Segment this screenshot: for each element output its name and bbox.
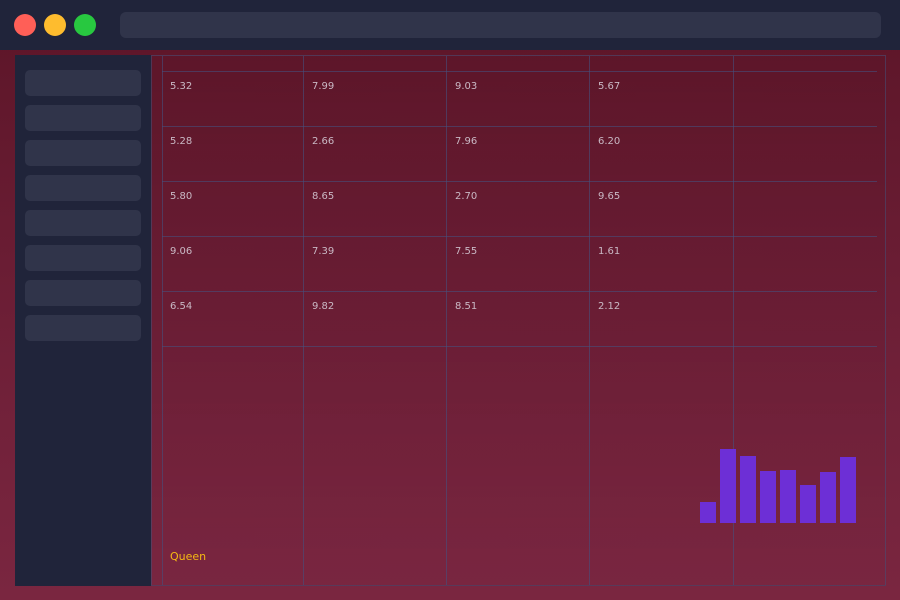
mini-bar-chart <box>700 445 860 523</box>
table-cell: 2.66 <box>312 136 335 147</box>
table-cell: 9.06 <box>170 246 193 257</box>
grid-row-divider <box>162 71 877 72</box>
table-cell: 6.54 <box>170 301 193 312</box>
data-grid-panel: 5.32 7.99 9.03 5.67 5.28 2.66 7.96 6.20 … <box>151 55 886 586</box>
chart-bar <box>780 470 796 523</box>
table-cell: 2.12 <box>598 301 621 312</box>
grid-row-divider <box>162 181 877 182</box>
chart-bar <box>740 456 756 523</box>
maximize-window-button[interactable] <box>74 14 96 36</box>
grid-row-divider <box>162 346 877 347</box>
sidebar-item-7[interactable] <box>25 280 141 306</box>
table-cell: 1.61 <box>598 246 621 257</box>
grid-column-divider <box>162 56 163 585</box>
sidebar-item-4[interactable] <box>25 175 141 201</box>
table-cell: 5.80 <box>170 191 193 202</box>
grid-row-divider <box>162 236 877 237</box>
address-bar[interactable] <box>120 12 881 38</box>
close-window-button[interactable] <box>14 14 36 36</box>
table-cell: 7.96 <box>455 136 478 147</box>
table-cell: 2.70 <box>455 191 478 202</box>
sidebar-item-3[interactable] <box>25 140 141 166</box>
table-cell: 7.55 <box>455 246 478 257</box>
chart-bar <box>700 502 716 523</box>
grid-column-divider <box>733 56 734 585</box>
chart-bar <box>720 449 736 523</box>
table-cell: 9.65 <box>598 191 621 202</box>
sidebar-item-8[interactable] <box>25 315 141 341</box>
chart-bar <box>760 471 776 523</box>
grid-row-divider <box>162 291 877 292</box>
table-cell: 7.99 <box>312 81 335 92</box>
chart-bar <box>800 485 816 523</box>
table-cell: 7.39 <box>312 246 335 257</box>
table-cell: 8.65 <box>312 191 335 202</box>
sidebar <box>15 55 151 586</box>
grid-column-divider <box>303 56 304 585</box>
table-cell: 9.82 <box>312 301 335 312</box>
sidebar-item-2[interactable] <box>25 105 141 131</box>
table-cell: 5.67 <box>598 81 621 92</box>
chart-bar <box>840 457 856 523</box>
grid-column-divider <box>589 56 590 585</box>
table-cell: 5.32 <box>170 81 193 92</box>
table-cell: 6.20 <box>598 136 621 147</box>
grid-column-divider <box>446 56 447 585</box>
sidebar-item-1[interactable] <box>25 70 141 96</box>
sidebar-item-5[interactable] <box>25 210 141 236</box>
title-bar <box>0 0 900 50</box>
table-cell: 8.51 <box>455 301 478 312</box>
table-cell: 5.28 <box>170 136 193 147</box>
chart-bar <box>820 472 836 523</box>
minimize-window-button[interactable] <box>44 14 66 36</box>
grid-row-divider <box>162 126 877 127</box>
table-cell: 9.03 <box>455 81 478 92</box>
sidebar-item-6[interactable] <box>25 245 141 271</box>
footer-label: Queen <box>170 550 207 563</box>
